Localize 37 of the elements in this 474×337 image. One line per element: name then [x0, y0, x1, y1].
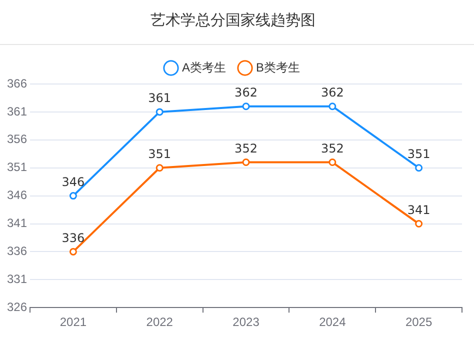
y-tick-label: 341	[6, 216, 28, 230]
y-tick-label: 361	[6, 104, 28, 118]
y-tick-label: 356	[6, 132, 28, 146]
y-tick-label: 326	[6, 300, 28, 314]
point	[242, 102, 250, 110]
legend-label: B类考生	[256, 60, 300, 74]
data-label: 341	[407, 202, 430, 217]
point	[156, 108, 164, 116]
point	[69, 248, 77, 256]
y-tick-label: 331	[6, 272, 28, 286]
y-tick-label: 366	[6, 76, 28, 90]
data-label: 362	[320, 85, 344, 100]
data-label: 352	[234, 141, 258, 156]
point	[69, 192, 77, 200]
point	[328, 158, 336, 166]
x-tick-label: 2025	[405, 315, 432, 330]
x-tick-label: 2024	[319, 315, 346, 330]
x-tick-label: 2022	[146, 315, 174, 330]
point	[415, 220, 423, 228]
point	[415, 164, 423, 172]
data-label: 351	[148, 146, 172, 161]
y-tick-label: 346	[6, 188, 28, 202]
legend-label: A类考生	[182, 60, 226, 74]
data-label: 351	[407, 146, 430, 161]
data-label: 361	[148, 91, 172, 106]
chart-title: 艺术学总分国家线趋势图	[150, 10, 316, 29]
point	[328, 102, 336, 110]
y-tick-label: 351	[6, 160, 28, 174]
x-tick-label: 2023	[232, 315, 260, 330]
x-tick-label: 2021	[60, 315, 87, 330]
data-label: 336	[62, 230, 85, 245]
data-label: 362	[234, 85, 258, 100]
data-label: 346	[62, 174, 85, 189]
point	[242, 158, 250, 166]
point	[156, 164, 164, 172]
y-tick-label: 336	[6, 244, 28, 258]
data-label: 352	[320, 141, 344, 156]
